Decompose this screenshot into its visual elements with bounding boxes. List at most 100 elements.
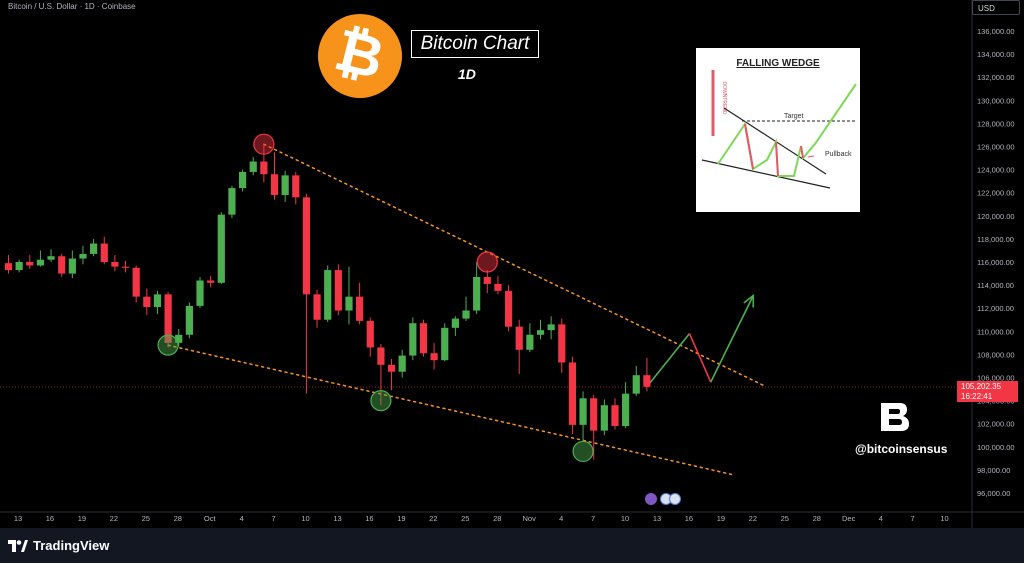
time-tick-label: Dec [842,514,856,523]
candle[interactable] [121,266,130,268]
candle[interactable] [334,270,342,311]
price-tick-label: 122,000.00 [977,189,1015,198]
candle[interactable] [207,280,215,283]
candle[interactable] [47,256,55,260]
wedge-support-line[interactable] [167,344,733,476]
candle[interactable] [90,243,98,254]
candle[interactable] [600,405,608,431]
candle[interactable] [504,290,513,327]
candle[interactable] [260,161,268,175]
time-tick-label: 7 [911,514,915,523]
candle[interactable] [473,277,481,311]
pivot-highlight-circle[interactable] [476,251,498,273]
candle[interactable] [483,277,491,284]
price-tick-label: 116,000.00 [977,258,1014,267]
time-tick-label: 25 [142,514,150,523]
candle[interactable] [494,283,502,291]
candle[interactable] [132,267,140,297]
candle[interactable] [185,305,193,335]
footer-bar: TradingView [0,528,1024,563]
candle[interactable] [547,324,555,331]
wedge-upper-line [723,107,827,175]
candle[interactable] [238,171,247,189]
candle[interactable] [228,188,236,215]
candle[interactable] [249,161,257,172]
candle[interactable] [58,256,66,274]
candle[interactable] [270,174,279,196]
tradingview-icon [8,539,28,552]
candle[interactable] [419,323,428,354]
time-tick-label: 22 [749,514,757,523]
time-tick-label: 16 [46,514,54,523]
candle[interactable] [430,353,438,361]
candle[interactable] [15,262,23,271]
symbol-title: Bitcoin / U.S. Dollar · 1D · Coinbase [8,2,136,11]
candle[interactable] [377,347,385,365]
candle[interactable] [579,398,587,425]
pivot-highlight-circle[interactable] [157,334,179,356]
candle[interactable] [526,334,534,350]
time-tick-label: 13 [653,514,661,523]
candle[interactable] [100,243,108,262]
candle[interactable] [515,326,523,350]
candle[interactable] [590,398,598,431]
candle[interactable] [217,214,225,283]
candle[interactable] [26,262,34,266]
candle[interactable] [366,320,374,348]
candle[interactable] [143,296,151,308]
candle[interactable] [568,362,577,425]
wedge-diagram-title: FALLING WEDGE [736,58,820,69]
lightning-event-icon[interactable] [645,493,657,505]
candle[interactable] [196,280,204,306]
candle[interactable] [36,259,45,266]
time-tick-label: 13 [14,514,22,523]
candle[interactable] [387,364,396,372]
pivot-highlight-circle[interactable] [370,390,392,412]
candle[interactable] [153,294,162,308]
candle[interactable] [4,263,13,271]
candle[interactable] [558,324,566,363]
candle[interactable] [409,323,417,356]
candle[interactable] [292,175,300,198]
price-tick-label: 114,000.00 [977,281,1014,290]
candle[interactable] [398,355,406,372]
candle[interactable] [451,318,459,328]
price-tick-label: 128,000.00 [977,119,1015,128]
time-tick-label: 22 [429,514,437,523]
candle[interactable] [611,405,619,427]
time-axis: 13 16 19 22 25 28 Oct 4 7 10 13 16 19 22 25 28 Nov 4 7 10 13… [14,514,949,523]
candle[interactable] [324,270,332,320]
candle[interactable] [175,334,183,343]
time-tick-label: 25 [781,514,789,523]
wedge-resistance-line[interactable] [263,143,765,387]
candle[interactable] [79,253,87,259]
candle[interactable] [68,258,76,274]
candle[interactable] [111,262,119,267]
candle[interactable] [462,310,470,319]
candle[interactable] [356,296,364,321]
candle[interactable] [281,175,289,196]
pivot-highlight-circle[interactable] [253,133,275,155]
candle[interactable] [643,375,651,387]
candle[interactable] [536,330,545,335]
price-tick-label: 136,000.00 [977,27,1015,36]
pivot-highlight-circle[interactable] [572,440,594,463]
time-tick-label: Oct [204,514,217,523]
price-tick-label: 100,000.00 [977,443,1015,452]
currency-selector[interactable]: USD [972,0,1020,15]
candle[interactable] [164,294,172,343]
price-chart[interactable]: 96,000.00 98,000.00 100,000.00 102,000.00 10… [0,0,1024,528]
candle[interactable] [441,327,449,361]
us-flag-event-icon-2[interactable] [669,493,681,505]
last-price-value: 105,202.35 [961,382,1002,391]
price-tick-label: 98,000.00 [977,466,1010,475]
price-tick-label: 126,000.00 [977,143,1015,152]
candle[interactable] [622,393,630,427]
candle[interactable] [302,197,311,295]
candle[interactable] [345,296,353,311]
tradingview-logo[interactable]: TradingView [8,538,109,553]
candle[interactable] [313,294,321,320]
time-tick-label: 16 [365,514,373,523]
candle[interactable] [632,375,640,394]
event-markers[interactable] [645,493,681,505]
